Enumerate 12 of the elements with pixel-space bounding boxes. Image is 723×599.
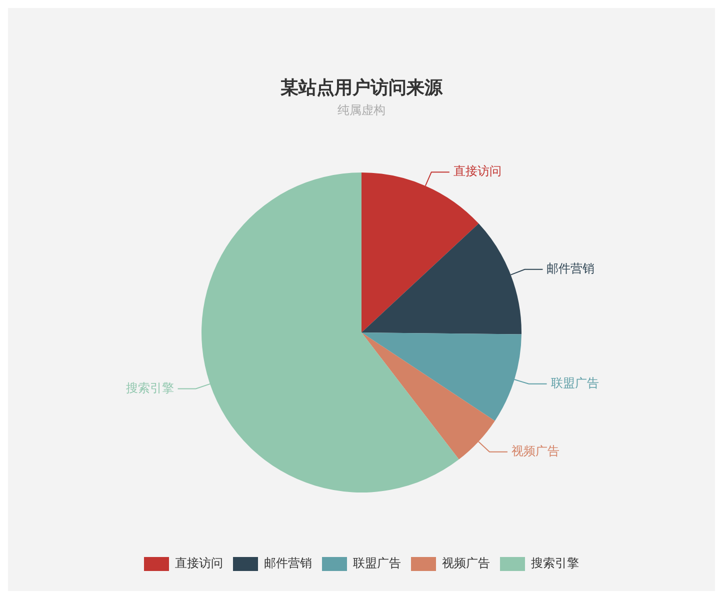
legend-label: 搜索引擎	[531, 556, 579, 570]
slice-label: 视频广告	[511, 444, 560, 458]
legend-label: 联盟广告	[353, 556, 401, 570]
legend-label: 视频广告	[442, 556, 490, 570]
slice-label: 搜索引擎	[126, 380, 174, 395]
chart-subtitle: 纯属虚构	[338, 102, 386, 117]
legend-label: 直接访问	[175, 556, 223, 570]
chart-title: 某站点用户访问来源	[280, 77, 444, 98]
slice-label: 邮件营销	[546, 262, 595, 276]
slice-label: 联盟广告	[550, 376, 599, 390]
slice-label: 直接访问	[453, 164, 502, 178]
legend-label: 邮件营销	[264, 556, 312, 570]
